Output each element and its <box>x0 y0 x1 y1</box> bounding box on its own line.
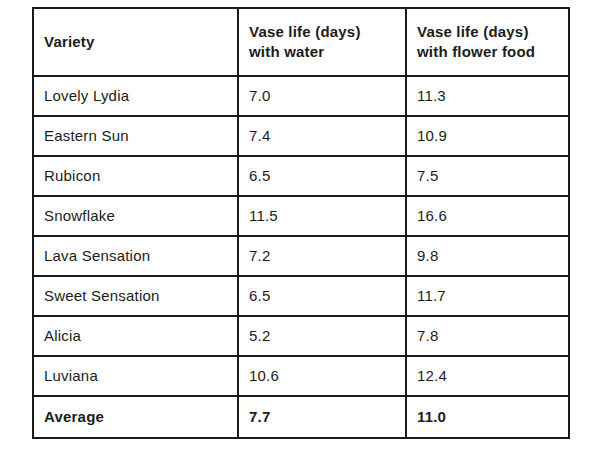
cell-flower-food: 16.6 <box>406 196 569 236</box>
column-header-water-line1: Vase life (days) <box>249 22 395 42</box>
column-header-variety: Variety <box>33 8 238 76</box>
cell-variety: Luviana <box>33 356 238 396</box>
cell-flower-food: 7.5 <box>406 156 569 196</box>
cell-average-label: Average <box>33 396 238 438</box>
cell-flower-food: 11.7 <box>406 276 569 316</box>
column-header-flower-food-line2: with flower food <box>417 42 558 62</box>
cell-flower-food: 9.8 <box>406 236 569 276</box>
cell-flower-food: 12.4 <box>406 356 569 396</box>
cell-variety: Snowflake <box>33 196 238 236</box>
cell-variety: Lovely Lydia <box>33 76 238 116</box>
column-header-water: Vase life (days) with water <box>238 8 406 76</box>
table-average-row: Average 7.7 11.0 <box>33 396 569 438</box>
cell-water: 11.5 <box>238 196 406 236</box>
cell-flower-food: 7.8 <box>406 316 569 356</box>
table-row: Alicia 5.2 7.8 <box>33 316 569 356</box>
table-row: Eastern Sun 7.4 10.9 <box>33 116 569 156</box>
cell-flower-food: 11.3 <box>406 76 569 116</box>
column-header-flower-food-line1: Vase life (days) <box>417 22 558 42</box>
cell-water: 10.6 <box>238 356 406 396</box>
cell-water: 7.0 <box>238 76 406 116</box>
cell-water: 7.4 <box>238 116 406 156</box>
cell-average-water: 7.7 <box>238 396 406 438</box>
table-row: Luviana 10.6 12.4 <box>33 356 569 396</box>
table-row: Lava Sensation 7.2 9.8 <box>33 236 569 276</box>
cell-water: 7.2 <box>238 236 406 276</box>
cell-average-flower-food: 11.0 <box>406 396 569 438</box>
column-header-variety-label: Variety <box>44 32 227 52</box>
cell-water: 5.2 <box>238 316 406 356</box>
cell-variety: Eastern Sun <box>33 116 238 156</box>
table-header-row: Variety Vase life (days) with water Vase… <box>33 8 569 76</box>
table-row: Rubicon 6.5 7.5 <box>33 156 569 196</box>
cell-variety: Rubicon <box>33 156 238 196</box>
column-header-water-line2: with water <box>249 42 395 62</box>
cell-water: 6.5 <box>238 156 406 196</box>
table-row: Lovely Lydia 7.0 11.3 <box>33 76 569 116</box>
cell-variety: Sweet Sensation <box>33 276 238 316</box>
cell-variety: Alicia <box>33 316 238 356</box>
cell-water: 6.5 <box>238 276 406 316</box>
column-header-flower-food: Vase life (days) with flower food <box>406 8 569 76</box>
table-row: Snowflake 11.5 16.6 <box>33 196 569 236</box>
cell-variety: Lava Sensation <box>33 236 238 276</box>
vase-life-table: Variety Vase life (days) with water Vase… <box>32 7 570 439</box>
page-canvas: Variety Vase life (days) with water Vase… <box>0 0 600 450</box>
table-row: Sweet Sensation 6.5 11.7 <box>33 276 569 316</box>
cell-flower-food: 10.9 <box>406 116 569 156</box>
